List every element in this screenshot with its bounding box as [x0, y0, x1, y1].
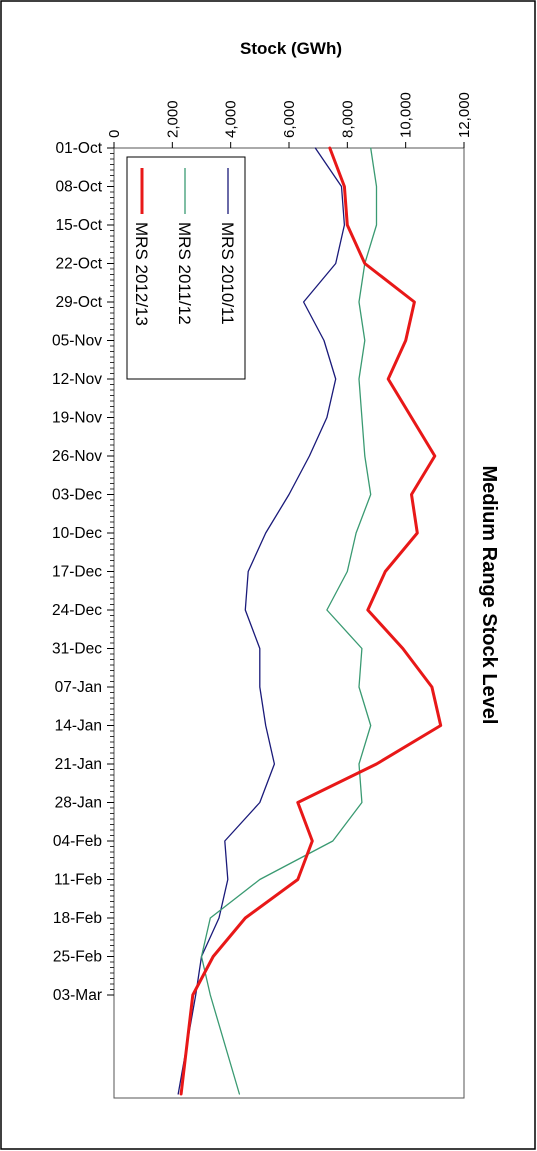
y-tick-label: 4,000 — [223, 100, 240, 138]
x-tick-label: 18-Feb — [53, 910, 102, 927]
x-tick-label: 03-Dec — [52, 487, 102, 504]
legend-label: MRS 2011/12 — [175, 222, 194, 325]
x-tick-label: 10-Dec — [52, 525, 102, 542]
y-tick-label: 2,000 — [164, 100, 181, 138]
x-tick-label: 12-Nov — [52, 371, 102, 388]
y-tick-label: 10,000 — [398, 92, 415, 138]
y-tick-label: 6,000 — [281, 100, 298, 138]
x-tick-label: 26-Nov — [52, 448, 102, 465]
legend: MRS 2010/11 MRS 2011/12 MRS 2012/13 — [126, 156, 246, 380]
x-tick-label: 03-Mar — [53, 987, 102, 1004]
x-tick-label: 01-Oct — [55, 140, 102, 157]
x-tick-label: 08-Oct — [55, 179, 102, 196]
legend-label: MRS 2012/13 — [132, 222, 151, 326]
series-line — [179, 146, 443, 1096]
legend-box — [126, 156, 246, 380]
x-tick-label: 21-Jan — [55, 756, 102, 773]
x-tick-label: 05-Nov — [52, 333, 102, 350]
x-tick-label: 07-Jan — [55, 679, 102, 696]
x-tick-label: 31-Dec — [52, 641, 102, 658]
y-axis-title: Stock (GWh) — [240, 39, 342, 58]
y-tick-label: 0 — [106, 130, 123, 138]
y-tick-label: 8,000 — [339, 100, 356, 138]
x-tick-label: 24-Dec — [52, 602, 102, 619]
x-tick-label: 04-Feb — [53, 833, 102, 850]
series-layer — [177, 146, 443, 1096]
x-tick-label: 22-Oct — [55, 256, 102, 273]
axis-layer: 0 2,000 4,000 6,000 8,000 10,000 12,000 01-Oct 0… — [52, 92, 473, 1004]
x-tick-label: 25-Feb — [53, 949, 102, 966]
series-2 — [179, 146, 443, 1096]
series-line — [200, 147, 378, 1095]
series-line — [177, 147, 346, 1095]
x-tick-label: 29-Oct — [55, 294, 102, 311]
x-tick-label: 28-Jan — [55, 795, 102, 812]
x-tick-label: 19-Nov — [52, 410, 102, 427]
x-tick-label: 14-Jan — [55, 718, 102, 735]
series-0 — [177, 147, 346, 1095]
series-1 — [200, 147, 378, 1095]
x-tick-label: 17-Dec — [52, 564, 102, 581]
x-tick-label: 11-Feb — [54, 872, 102, 889]
legend-label: MRS 2010/11 — [218, 222, 237, 325]
chart-title: Medium Range Stock Level — [478, 466, 500, 725]
x-tick-label: 15-Oct — [55, 217, 102, 234]
y-tick-label: 12,000 — [456, 92, 473, 138]
